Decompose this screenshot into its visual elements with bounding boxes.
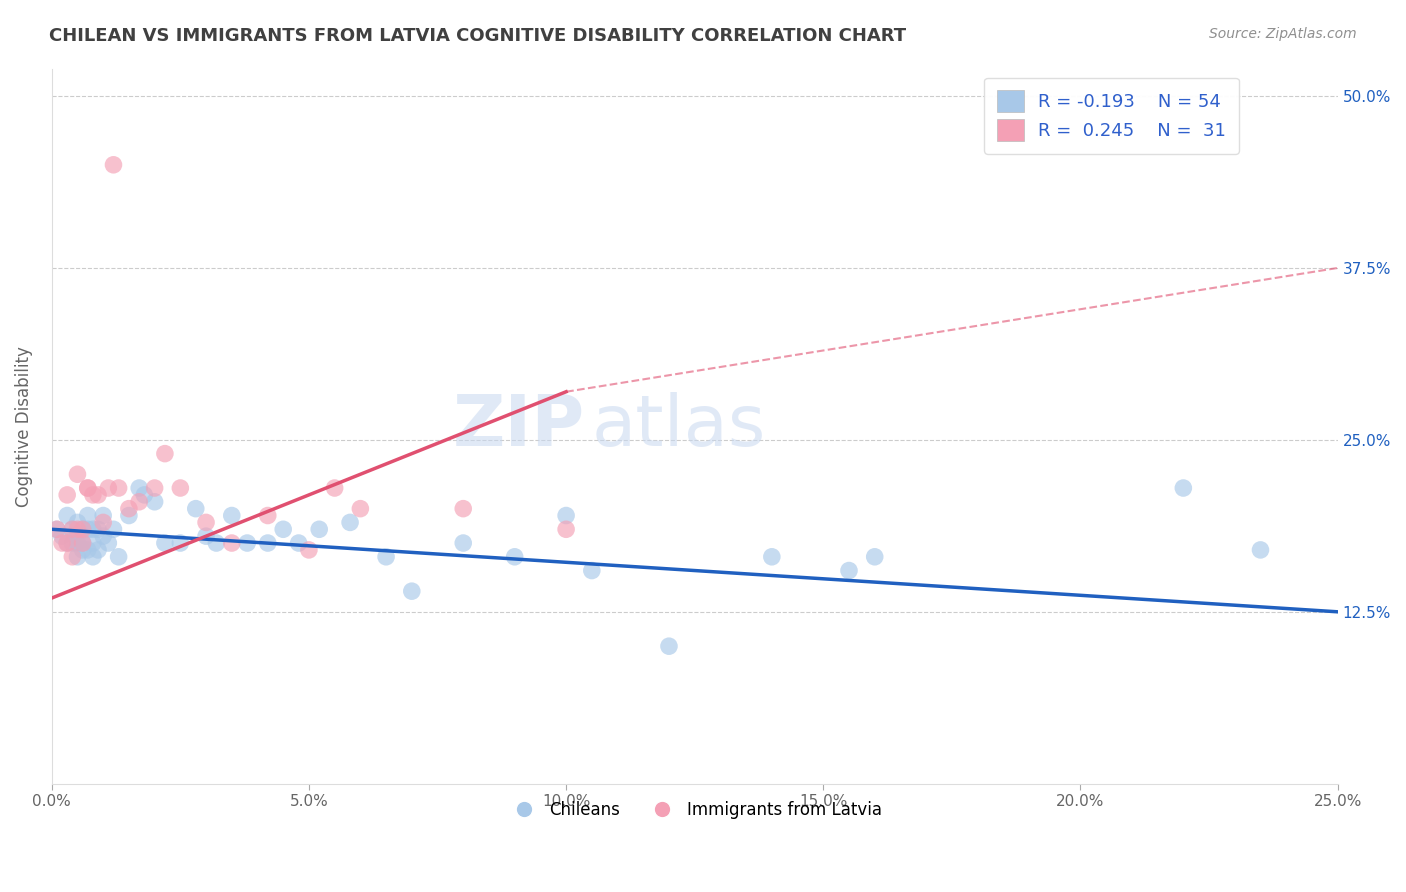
Point bbox=[60, 536, 83, 550]
Point bbox=[349, 501, 371, 516]
Point bbox=[76, 542, 98, 557]
Point bbox=[184, 501, 207, 516]
Point bbox=[72, 522, 94, 536]
Point bbox=[60, 522, 83, 536]
Point bbox=[76, 522, 98, 536]
Point bbox=[45, 522, 67, 536]
Point bbox=[60, 549, 83, 564]
Point bbox=[118, 501, 141, 516]
Point bbox=[56, 488, 79, 502]
Point bbox=[51, 529, 73, 543]
Point bbox=[838, 564, 860, 578]
Point bbox=[271, 522, 294, 536]
Point bbox=[169, 481, 191, 495]
Point bbox=[107, 481, 129, 495]
Point bbox=[375, 549, 398, 564]
Point bbox=[82, 488, 104, 502]
Point bbox=[91, 516, 114, 530]
Point bbox=[87, 488, 110, 502]
Point bbox=[56, 536, 79, 550]
Point bbox=[66, 467, 89, 482]
Point bbox=[128, 495, 150, 509]
Point bbox=[221, 508, 243, 523]
Point bbox=[236, 536, 259, 550]
Point bbox=[66, 516, 89, 530]
Point bbox=[256, 536, 278, 550]
Point bbox=[195, 516, 218, 530]
Point bbox=[1173, 481, 1195, 495]
Point bbox=[45, 522, 67, 536]
Point bbox=[72, 536, 94, 550]
Point bbox=[169, 536, 191, 550]
Point bbox=[56, 536, 79, 550]
Point bbox=[72, 522, 94, 536]
Point bbox=[76, 481, 98, 495]
Text: Source: ZipAtlas.com: Source: ZipAtlas.com bbox=[1209, 27, 1357, 41]
Point bbox=[287, 536, 309, 550]
Point bbox=[153, 447, 176, 461]
Point bbox=[72, 542, 94, 557]
Point bbox=[103, 158, 125, 172]
Point bbox=[298, 542, 321, 557]
Point bbox=[581, 564, 603, 578]
Point bbox=[256, 508, 278, 523]
Point bbox=[72, 536, 94, 550]
Point bbox=[153, 536, 176, 550]
Text: atlas: atlas bbox=[592, 392, 766, 460]
Point bbox=[503, 549, 526, 564]
Point bbox=[66, 529, 89, 543]
Point bbox=[221, 536, 243, 550]
Point bbox=[91, 529, 114, 543]
Point bbox=[82, 536, 104, 550]
Point bbox=[323, 481, 346, 495]
Point bbox=[97, 481, 120, 495]
Point bbox=[761, 549, 783, 564]
Point bbox=[97, 536, 120, 550]
Point bbox=[51, 536, 73, 550]
Point bbox=[87, 522, 110, 536]
Point bbox=[205, 536, 228, 550]
Point bbox=[76, 481, 98, 495]
Point bbox=[401, 584, 423, 599]
Point bbox=[308, 522, 330, 536]
Point bbox=[128, 481, 150, 495]
Point bbox=[1250, 542, 1272, 557]
Point bbox=[66, 549, 89, 564]
Point bbox=[66, 536, 89, 550]
Text: ZIP: ZIP bbox=[453, 392, 585, 460]
Point bbox=[82, 522, 104, 536]
Point bbox=[143, 481, 166, 495]
Point bbox=[82, 549, 104, 564]
Point bbox=[555, 522, 578, 536]
Point bbox=[103, 522, 125, 536]
Point bbox=[87, 542, 110, 557]
Point bbox=[451, 501, 474, 516]
Point bbox=[143, 495, 166, 509]
Legend: Chileans, Immigrants from Latvia: Chileans, Immigrants from Latvia bbox=[501, 794, 889, 825]
Point bbox=[863, 549, 886, 564]
Point bbox=[76, 508, 98, 523]
Y-axis label: Cognitive Disability: Cognitive Disability bbox=[15, 346, 32, 507]
Point bbox=[339, 516, 361, 530]
Point bbox=[195, 529, 218, 543]
Text: CHILEAN VS IMMIGRANTS FROM LATVIA COGNITIVE DISABILITY CORRELATION CHART: CHILEAN VS IMMIGRANTS FROM LATVIA COGNIT… bbox=[49, 27, 907, 45]
Point bbox=[60, 522, 83, 536]
Point bbox=[451, 536, 474, 550]
Point bbox=[91, 508, 114, 523]
Point bbox=[66, 522, 89, 536]
Point bbox=[107, 549, 129, 564]
Point bbox=[118, 508, 141, 523]
Point bbox=[555, 508, 578, 523]
Point bbox=[134, 488, 156, 502]
Point bbox=[658, 639, 681, 653]
Point bbox=[56, 508, 79, 523]
